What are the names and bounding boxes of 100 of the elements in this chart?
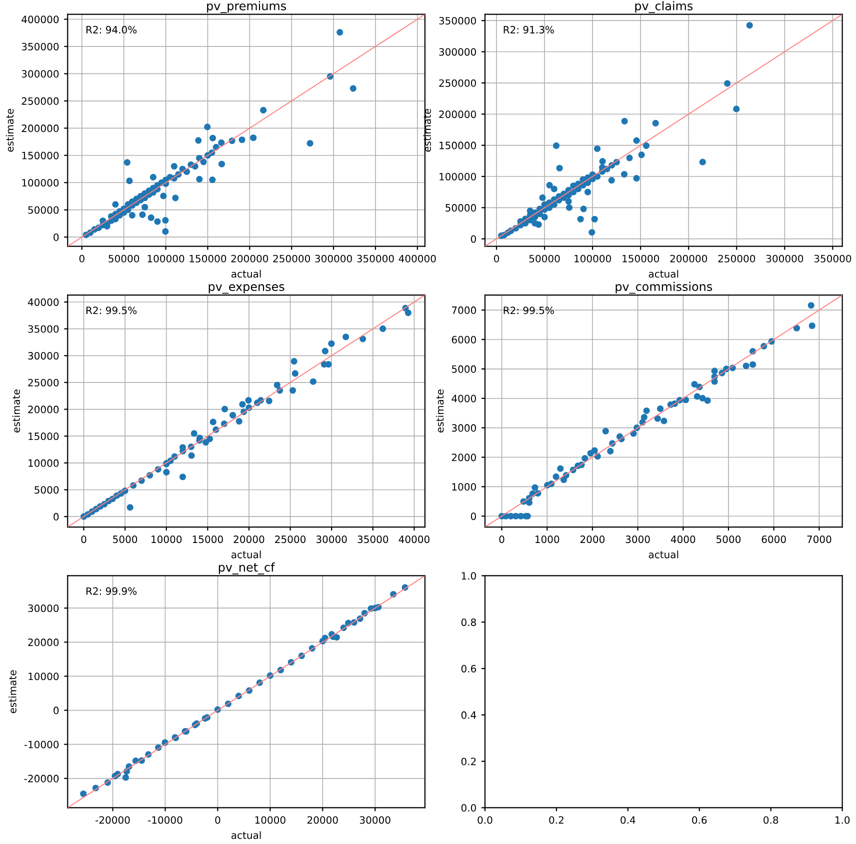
y-tick-label: 2000 (452, 454, 476, 462)
y-tick-label: 400000 (22, 16, 59, 24)
x-tick-label: 100000 (574, 254, 611, 262)
y-tick-label: 150000 (440, 142, 476, 150)
x-tick-label: 50000 (108, 254, 140, 262)
y-tick-label: 0.2 (461, 758, 476, 766)
y-tick-label: -10000 (24, 740, 59, 748)
chart-title: pv_expenses (208, 284, 284, 294)
x-tick-label: 0.4 (620, 816, 636, 824)
y-tick-label: 1.0 (462, 572, 476, 580)
y-axis-title: estimate (12, 390, 20, 432)
y-tick-label: 0.8 (461, 618, 476, 626)
x-tick-label: 1000 (535, 536, 560, 544)
y-tick-label: 0 (54, 233, 59, 242)
y-tick-label: 1000 (452, 483, 476, 491)
x-tick-label: 20000 (234, 536, 264, 544)
x-tick-label: 0 (499, 536, 504, 544)
y-tick-label: 250000 (439, 79, 476, 87)
y-tick-label: 350000 (22, 42, 59, 50)
x-tick-label: 350000 (357, 254, 394, 262)
x-tick-label: 20000 (307, 816, 338, 824)
y-tick-label: 0.0 (461, 804, 476, 812)
x-tick-label: 7000 (807, 536, 832, 544)
x-tick-label: 250000 (273, 254, 310, 262)
x-tick-label: 150000 (622, 254, 660, 262)
y-tick-label: -20000 (24, 774, 59, 782)
y-axis-title: estimate (8, 670, 16, 714)
x-tick-label: 10000 (255, 816, 286, 824)
x-tick-label: 0 (494, 254, 500, 262)
y-tick-label: 6000 (452, 336, 476, 344)
x-tick-label: 350000 (814, 254, 852, 262)
y-tick-label: 20000 (28, 406, 59, 414)
y-tick-label: 100000 (440, 172, 476, 180)
x-tick-label: 6000 (762, 536, 786, 544)
x-tick-label: 30000 (360, 816, 390, 824)
x-tick-label: 200000 (670, 254, 708, 262)
y-tick-label: 300000 (22, 70, 59, 78)
x-tick-label: 0 (215, 816, 220, 824)
y-tick-label: 250000 (22, 97, 59, 105)
x-axis-title: actual (231, 831, 261, 840)
x-tick-label: 100000 (148, 254, 184, 262)
y-tick-label: 0 (54, 706, 59, 714)
x-tick-label: 25000 (275, 536, 306, 544)
y-tick-label: 35000 (28, 325, 59, 333)
x-axis-title: actual (231, 270, 261, 278)
y-tick-label: 10000 (28, 672, 59, 680)
y-axis-title: estimate (6, 108, 14, 152)
chart-title: pv_claims (635, 1, 693, 13)
y-tick-label: 30000 (28, 604, 59, 612)
y-tick-label: 10000 (28, 459, 59, 467)
y-tick-label: 20000 (28, 638, 59, 646)
x-axis-title: actual (231, 550, 261, 558)
x-tick-label: 400000 (398, 254, 436, 262)
x-tick-label: 40000 (398, 536, 430, 544)
annotation: R2: 94.0% (86, 26, 137, 34)
y-tick-label: 50000 (446, 204, 476, 212)
y-tick-label: 100000 (22, 178, 59, 187)
annotation: R2: 91.3% (504, 26, 554, 34)
y-tick-label: 150000 (22, 152, 59, 160)
y-tick-label: 25000 (28, 378, 59, 386)
y-tick-label: 0 (54, 512, 59, 520)
x-tick-label: 4000 (670, 536, 696, 544)
annotation: R2: 99.9% (86, 587, 137, 595)
x-tick-label: 5000 (113, 536, 138, 544)
x-tick-label: 150000 (190, 254, 226, 262)
x-tick-label: 300000 (766, 254, 804, 262)
y-axis-title: estimate (423, 108, 431, 152)
x-tick-label: 200000 (231, 254, 268, 262)
y-tick-label: 350000 (439, 16, 476, 25)
chart-title: pv_net_cf (218, 562, 275, 574)
y-tick-label: 5000 (34, 486, 59, 494)
y-tick-label: 0.6 (461, 664, 476, 672)
y-tick-label: 50000 (28, 206, 59, 214)
x-tick-label: 30000 (316, 536, 347, 544)
y-tick-label: 30000 (28, 352, 59, 360)
x-axis-title: actual (648, 550, 678, 558)
y-tick-label: 15000 (28, 432, 59, 440)
y-tick-label: 7000 (452, 306, 476, 314)
y-tick-label: 0 (470, 512, 476, 520)
y-tick-label: 4000 (452, 394, 476, 402)
x-tick-label: -20000 (96, 816, 130, 824)
x-tick-label: 0.0 (478, 816, 492, 824)
x-axis-title: actual (648, 270, 678, 278)
y-axis-title: estimate (436, 390, 444, 432)
y-tick-label: 200000 (439, 110, 476, 118)
x-tick-label: 3000 (626, 536, 650, 544)
y-tick-label: 3000 (452, 424, 476, 432)
x-tick-label: 250000 (718, 254, 756, 262)
x-tick-label: 1.0 (835, 816, 850, 824)
y-tick-label: 40000 (28, 298, 59, 306)
y-tick-label: 0 (470, 235, 476, 243)
x-tick-label: 0 (79, 254, 84, 262)
y-tick-label: 0.4 (461, 711, 476, 719)
x-tick-label: 0.6 (692, 816, 707, 824)
annotation: R2: 99.5% (86, 306, 137, 314)
chart-title: pv_commissions (616, 282, 712, 294)
x-tick-label: 15000 (192, 536, 223, 544)
x-tick-label: 0.8 (764, 816, 778, 824)
chart-title: pv_premiums (207, 1, 286, 13)
x-tick-label: 0.2 (549, 816, 564, 824)
